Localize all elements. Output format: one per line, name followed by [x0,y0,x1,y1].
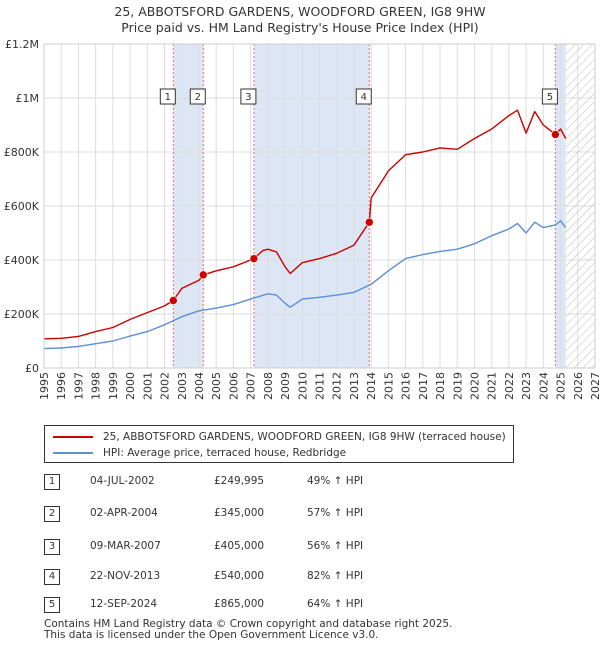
sale-label-box [541,88,558,105]
x-tick-label: 2022 [503,372,516,400]
sale-row: 2 02-APR-2004 £345,000 57% ↑ HPI [44,506,464,522]
x-tick-label: 2014 [365,372,378,400]
sale-label-box [240,88,257,105]
sale-label-text: 5 [547,92,553,103]
sale-point [249,254,259,263]
x-tick-label: 2016 [400,372,413,400]
sale-label-box [355,88,372,105]
x-tick-label: 2011 [314,372,327,400]
sale-row: 3 09-MAR-2007 £405,000 56% ↑ HPI [44,539,464,555]
sale-label-text: 2 [195,92,201,103]
legend-item-hpi: HPI: Average price, terraced house, Redb… [53,445,346,461]
sale-hpi-change: 64% ↑ HPI [307,598,364,610]
sale-label-text: 3 [245,92,251,103]
x-tick-label: 2020 [468,372,481,400]
y-tick-label: £600K [4,200,40,213]
sale-point [198,270,208,280]
forecast-hatch-region [565,44,595,368]
x-tick-label: 2025 [555,372,568,400]
sale-label-box [189,88,206,105]
x-tick-label: 2013 [348,372,361,400]
x-tick-label: 2015 [382,372,395,400]
x-tick-label: 2000 [124,372,137,400]
x-tick-label: 2006 [227,372,240,400]
sale-hpi-change: 57% ↑ HPI [307,507,364,519]
x-tick-label: 2002 [159,372,172,400]
sale-label-text: 1 [165,92,171,103]
sale-row: 1 04-JUL-2002 £249,995 49% ↑ HPI [44,474,464,490]
x-tick-label: 2017 [417,372,430,400]
x-tick-label: 2005 [210,372,223,400]
legend-swatch-hpi [53,452,93,454]
x-tick-label: 2021 [486,372,499,400]
hpi-line [43,220,567,350]
sale-number-badge: 5 [44,597,60,613]
x-tick-label: 2003 [176,372,189,400]
sale-number-badge: 4 [44,569,60,585]
sale-number-badge: 1 [44,474,60,490]
x-tick-label: 2008 [262,372,275,400]
x-tick-label: 1995 [38,372,51,400]
y-tick-label: £800K [4,146,40,159]
sale-date: 04-JUL-2002 [90,475,155,487]
x-tick-label: 2019 [451,372,464,400]
plot-frame [43,43,596,369]
sale-point [551,130,560,139]
x-tick-label: 2001 [141,372,154,400]
y-tick-label: £1.2M [5,38,39,51]
sale-point [169,296,178,305]
x-tick-label: 2027 [589,372,600,400]
sale-date: 09-MAR-2007 [90,540,161,552]
x-tick-label: 1997 [72,372,85,400]
x-tick-label: 1998 [90,372,103,400]
footer-notice: Contains HM Land Registry data © Crown c… [44,619,452,641]
x-tick-label: 2018 [434,372,447,400]
sale-price: £249,995 [214,475,265,487]
sale-hpi-change: 82% ↑ HPI [307,570,364,582]
footer-copyright: Contains HM Land Registry data © Crown c… [44,618,453,630]
legend-label-property: 25, ABBOTSFORD GARDENS, WOODFORD GREEN, … [103,431,506,443]
sale-price: £405,000 [214,540,265,552]
y-tick-label: £400K [4,254,40,267]
sale-hpi-change: 56% ↑ HPI [307,540,364,552]
x-tick-label: 2012 [331,372,344,400]
sale-point [364,217,374,227]
legend-swatch-property [53,436,93,438]
legend-label-hpi: HPI: Average price, terraced house, Redb… [103,447,347,459]
footer-licence: This data is licensed under the Open Gov… [44,629,379,641]
x-tick-label: 1999 [107,372,120,400]
sale-number-badge: 3 [44,539,60,555]
y-tick-label: £1M [16,92,40,105]
x-tick-label: 2007 [245,372,258,400]
chart-subtitle: Price paid vs. HM Land Registry's House … [121,20,479,35]
sale-row: 4 22-NOV-2013 £540,000 82% ↑ HPI [44,569,464,585]
sale-number-badge: 2 [44,506,60,522]
sale-price: £345,000 [214,507,265,519]
x-tick-label: 2009 [279,372,292,400]
sale-hpi-change: 49% ↑ HPI [307,475,364,487]
x-tick-label: 2024 [537,372,550,400]
x-tick-label: 2023 [520,372,533,400]
x-tick-label: 2004 [193,372,206,400]
chart-legend: 25, ABBOTSFORD GARDENS, WOODFORD GREEN, … [44,425,514,463]
sale-price: £540,000 [214,570,265,582]
sale-date: 02-APR-2004 [90,507,158,519]
legend-item-property: 25, ABBOTSFORD GARDENS, WOODFORD GREEN, … [53,429,506,445]
sale-date: 22-NOV-2013 [90,570,161,582]
x-tick-label: 2010 [296,372,309,400]
x-tick-label: 2026 [572,372,585,400]
x-tick-label: 1996 [55,372,68,400]
sale-date: 12-SEP-2024 [90,598,158,610]
sale-label-box [159,88,176,105]
sale-label-text: 4 [361,92,367,103]
y-tick-label: £0 [25,362,39,375]
chart-title: 25, ABBOTSFORD GARDENS, WOODFORD GREEN, … [114,4,486,19]
price-chart: 1 2 3 4 5 £0 £200K £400K £600K £800K £1M £1.2M 1995… [4,38,600,400]
sale-price: £865,000 [214,598,265,610]
sale-row: 5 12-SEP-2024 £865,000 64% ↑ HPI [44,597,464,613]
y-tick-label: £200K [4,308,40,321]
property-price-line [43,109,567,340]
